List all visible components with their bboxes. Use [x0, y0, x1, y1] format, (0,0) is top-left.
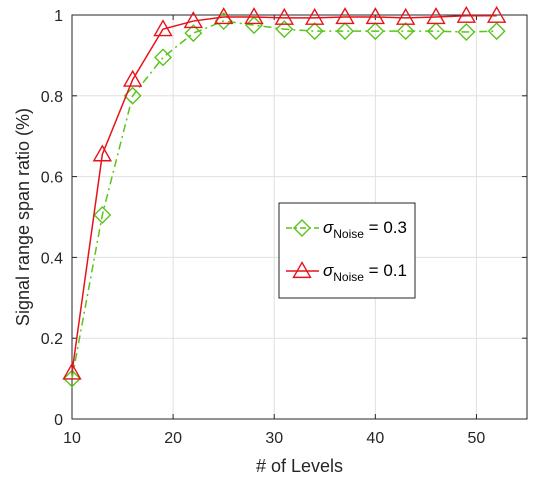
- series-line: [71, 15, 497, 373]
- data-point-triangle: [183, 11, 204, 29]
- data-point-diamond: [93, 205, 112, 224]
- y-tick-label: 0.4: [41, 250, 63, 267]
- plot-frame: [71, 14, 528, 420]
- legend-marker-diamond: [293, 219, 311, 237]
- series-0: [63, 12, 506, 388]
- y-tick-label: 1: [54, 8, 63, 25]
- x-tick-label: 10: [63, 430, 81, 447]
- data-point-triangle: [395, 7, 416, 25]
- x-axis-label: # of Levels: [256, 456, 343, 476]
- series-layer: [62, 5, 507, 388]
- x-axis-ticks: 10 20 30 40 50: [63, 15, 485, 447]
- data-point-triangle: [213, 7, 234, 25]
- legend-entry-noise-0.3: σNoise = 0.3: [286, 218, 407, 241]
- data-point-triangle: [456, 5, 477, 23]
- data-point-triangle: [153, 19, 173, 37]
- data-point-diamond: [305, 22, 324, 41]
- x-tick-label: 20: [164, 430, 182, 447]
- legend-box: [278, 202, 416, 299]
- data-point-diamond: [154, 48, 172, 67]
- legend-subscript: Noise: [333, 270, 364, 284]
- data-point-triangle: [365, 7, 386, 25]
- legend-value: = 0.3: [364, 218, 407, 237]
- y-axis-label: Signal range span ratio (%): [13, 108, 33, 326]
- y-axis-ticks: 0 0.2 0.4 0.6 0.8 1: [41, 8, 527, 429]
- data-point-diamond: [275, 20, 294, 39]
- data-point-triangle: [426, 7, 446, 25]
- legend-marker-triangle: [292, 261, 312, 279]
- legend-subscript: Noise: [333, 227, 364, 241]
- data-point-triangle: [274, 7, 295, 25]
- data-point-triangle: [244, 7, 264, 25]
- data-point-diamond: [184, 24, 203, 43]
- data-point-diamond: [396, 22, 415, 41]
- x-tick-label: 50: [468, 430, 486, 447]
- data-point-diamond: [457, 22, 476, 41]
- legend-symbol: σ: [323, 218, 334, 237]
- series-1: [62, 5, 507, 380]
- data-point-diamond: [427, 22, 445, 41]
- data-point-diamond: [336, 22, 354, 41]
- data-point-triangle: [122, 69, 143, 87]
- y-tick-label: 0: [54, 412, 63, 429]
- series-line: [71, 20, 497, 379]
- data-point-triangle: [486, 5, 507, 23]
- data-point-triangle: [304, 7, 325, 25]
- legend-label: σNoise = 0.1: [323, 261, 407, 284]
- y-tick-label: 0.2: [41, 331, 63, 348]
- legend: σNoise = 0.3 σNoise = 0.1: [278, 202, 416, 299]
- data-point-triangle: [62, 362, 82, 380]
- data-point-triangle: [92, 144, 113, 162]
- y-tick-label: 0.6: [41, 170, 63, 187]
- y-tick-label: 0.8: [41, 89, 63, 106]
- legend-label: σNoise = 0.3: [323, 218, 407, 241]
- x-tick-label: 30: [265, 430, 283, 447]
- data-point-diamond: [487, 22, 506, 41]
- data-point-diamond: [63, 369, 81, 388]
- x-tick-label: 40: [366, 430, 384, 447]
- data-point-diamond: [366, 22, 385, 41]
- legend-entry-noise-0.1: σNoise = 0.1: [286, 261, 407, 284]
- legend-symbol: σ: [323, 261, 334, 280]
- data-point-triangle: [335, 7, 355, 25]
- data-point-diamond: [245, 16, 263, 35]
- legend-value: = 0.1: [364, 261, 407, 280]
